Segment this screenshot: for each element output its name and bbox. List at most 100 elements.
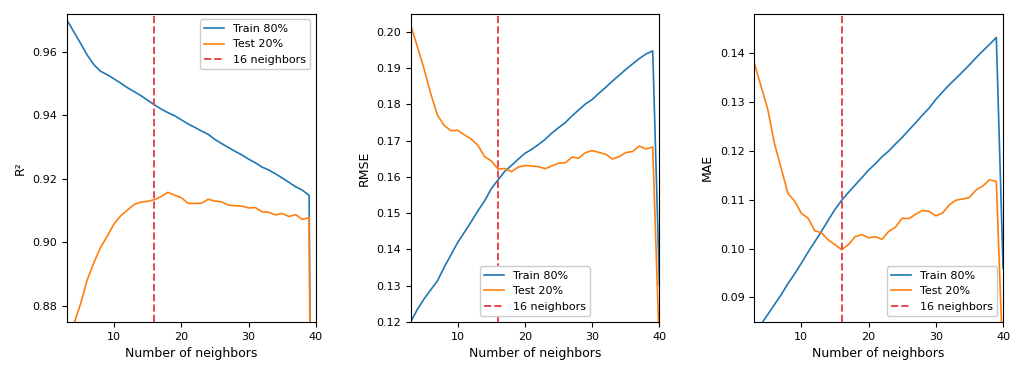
Test 20% <box>438 123 451 128</box>
Test 20% <box>983 178 995 182</box>
Train 80% <box>903 128 915 132</box>
Test 20% <box>640 147 652 151</box>
Train 80% <box>923 106 935 110</box>
Test 20% <box>903 216 915 221</box>
Train 80% <box>586 97 598 102</box>
Train 80% <box>303 193 315 197</box>
Train 80% <box>249 160 261 165</box>
Train 80% <box>236 153 248 157</box>
Legend: Train 80%, Test 20%, 16 neighbors: Train 80%, Test 20%, 16 neighbors <box>887 266 997 316</box>
Test 20% <box>990 180 1002 184</box>
Test 20% <box>412 45 424 49</box>
Train 80% <box>916 113 929 117</box>
Test 20% <box>930 214 942 218</box>
Test 20% <box>762 107 774 111</box>
Test 20% <box>843 242 855 247</box>
Line: Test 20%: Test 20% <box>755 63 1004 367</box>
Test 20% <box>956 197 969 201</box>
Train 80% <box>412 307 424 312</box>
Train 80% <box>472 209 484 213</box>
Test 20% <box>60 342 73 346</box>
Test 20% <box>606 157 618 161</box>
Test 20% <box>599 152 611 156</box>
Train 80% <box>990 35 1002 40</box>
Train 80% <box>525 147 538 151</box>
Test 20% <box>781 191 794 196</box>
Train 80% <box>788 272 801 276</box>
Test 20% <box>135 200 147 204</box>
Train 80% <box>580 102 592 106</box>
Train 80% <box>444 252 457 257</box>
Test 20% <box>506 169 518 174</box>
Train 80% <box>81 53 93 57</box>
Test 20% <box>162 190 174 194</box>
Test 20% <box>943 203 955 207</box>
Train 80% <box>552 125 564 130</box>
Test 20% <box>101 234 114 238</box>
Test 20% <box>613 154 626 159</box>
Train 80% <box>762 312 774 317</box>
Test 20% <box>849 234 861 239</box>
Train 80% <box>256 165 268 169</box>
Train 80% <box>222 145 234 150</box>
X-axis label: Number of neighbors: Number of neighbors <box>469 347 601 360</box>
Test 20% <box>303 215 315 220</box>
Test 20% <box>262 210 274 215</box>
Test 20% <box>188 201 201 206</box>
Train 80% <box>775 292 787 297</box>
Train 80% <box>75 41 87 45</box>
Legend: Train 80%, Test 20%, 16 neighbors: Train 80%, Test 20%, 16 neighbors <box>479 266 591 316</box>
Train 80% <box>296 188 308 193</box>
X-axis label: Number of neighbors: Number of neighbors <box>812 347 945 360</box>
Train 80% <box>956 70 969 74</box>
Train 80% <box>262 168 274 172</box>
Train 80% <box>506 163 518 168</box>
Test 20% <box>94 245 106 249</box>
Test 20% <box>404 22 417 27</box>
Test 20% <box>492 167 504 171</box>
Train 80% <box>404 320 417 324</box>
Test 20% <box>122 208 134 212</box>
Test 20% <box>909 212 922 217</box>
Test 20% <box>586 148 598 153</box>
Test 20% <box>512 165 524 169</box>
Test 20% <box>633 144 645 148</box>
Train 80% <box>519 151 531 156</box>
Test 20% <box>856 232 868 237</box>
Train 80% <box>196 129 208 133</box>
Train 80% <box>485 186 498 191</box>
Train 80% <box>633 56 645 61</box>
Test 20% <box>876 237 888 242</box>
Train 80% <box>492 178 504 182</box>
Test 20% <box>862 236 874 240</box>
Test 20% <box>256 209 268 214</box>
Train 80% <box>653 283 666 288</box>
Test 20% <box>478 154 490 159</box>
Train 80% <box>755 322 767 327</box>
Test 20% <box>155 194 167 199</box>
Test 20% <box>997 365 1010 369</box>
Line: Test 20%: Test 20% <box>411 25 659 352</box>
Train 80% <box>431 279 443 283</box>
Train 80% <box>122 86 134 90</box>
Test 20% <box>485 159 498 163</box>
Train 80% <box>843 190 855 195</box>
Train 80% <box>796 261 808 266</box>
Test 20% <box>788 199 801 203</box>
Train 80% <box>559 120 571 125</box>
Train 80% <box>572 108 585 112</box>
Test 20% <box>822 237 835 242</box>
Train 80% <box>970 55 982 60</box>
Test 20% <box>755 84 767 88</box>
Train 80% <box>276 176 289 180</box>
Test 20% <box>546 164 558 168</box>
Train 80% <box>836 198 848 203</box>
Test 20% <box>465 137 477 141</box>
Test 20% <box>222 203 234 207</box>
Test 20% <box>977 184 989 188</box>
Train 80% <box>964 62 976 67</box>
Train 80% <box>620 67 632 72</box>
Train 80% <box>997 266 1010 271</box>
Test 20% <box>169 193 181 197</box>
Train 80% <box>646 49 658 53</box>
